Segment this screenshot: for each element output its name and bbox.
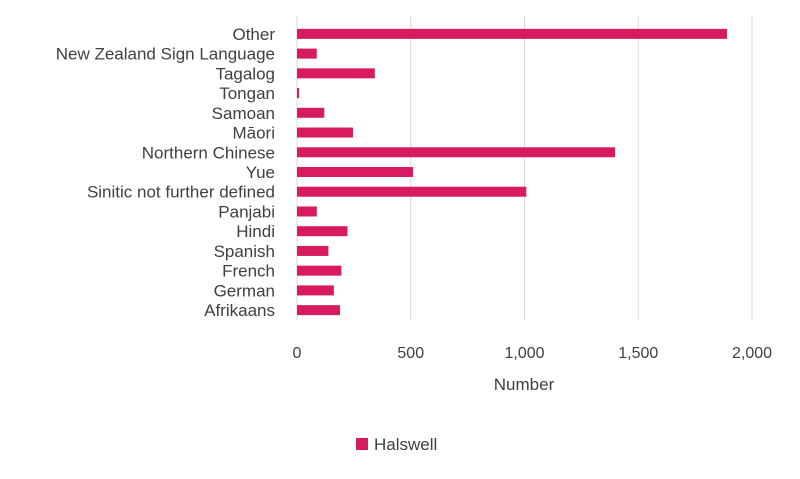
category-label: Northern Chinese <box>142 143 275 162</box>
category-label: German <box>214 281 275 300</box>
bar <box>297 265 342 276</box>
bar <box>297 285 334 296</box>
bar <box>297 68 375 79</box>
bar <box>297 206 317 217</box>
category-label: Tongan <box>219 84 275 103</box>
legend-swatch <box>356 438 368 450</box>
bar <box>297 245 329 256</box>
category-label: Spanish <box>214 242 275 261</box>
category-label: New Zealand Sign Language <box>56 45 275 64</box>
bars <box>297 28 727 316</box>
bar <box>297 48 317 59</box>
category-label: Yue <box>246 163 275 182</box>
bar <box>297 107 325 118</box>
bar <box>297 147 616 158</box>
x-tick-label: 500 <box>397 345 424 362</box>
bar <box>297 305 340 316</box>
x-tick-label: 1,500 <box>618 345 658 362</box>
bar <box>297 186 527 197</box>
x-tick-label: 0 <box>293 345 302 362</box>
legend-label: Halswell <box>374 435 437 454</box>
bar <box>297 127 353 138</box>
bar <box>297 226 348 237</box>
category-label: Samoan <box>212 104 275 123</box>
x-axis-title: Number <box>494 375 555 394</box>
category-label: Other <box>232 25 275 44</box>
category-label: French <box>222 262 275 281</box>
category-label: Hindi <box>236 222 275 241</box>
x-tick-labels: 0 500 1,000 1,500 2,000 <box>293 345 773 362</box>
category-label: Sinitic not further defined <box>87 183 275 202</box>
category-label: Afrikaans <box>204 301 275 320</box>
category-label: Tagalog <box>215 64 275 83</box>
category-label: Panjabi <box>218 202 275 221</box>
category-label: Māori <box>232 124 275 143</box>
bar <box>297 88 300 99</box>
x-tick-label: 2,000 <box>732 345 772 362</box>
legend: Halswell <box>356 435 437 454</box>
bar <box>297 167 414 177</box>
bar <box>297 28 727 39</box>
x-tick-label: 1,000 <box>504 345 544 362</box>
